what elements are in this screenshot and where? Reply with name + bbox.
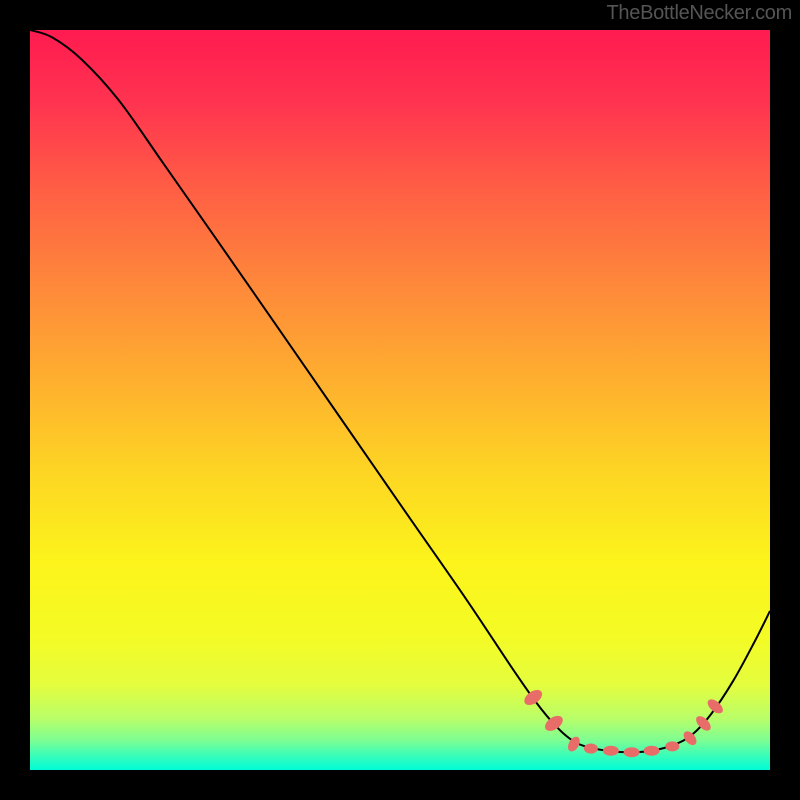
curve-marker bbox=[624, 747, 640, 757]
gradient-background bbox=[30, 30, 770, 770]
watermark-text: TheBottleNecker.com bbox=[607, 2, 793, 25]
chart-svg bbox=[30, 30, 770, 770]
curve-marker bbox=[603, 746, 619, 756]
curve-marker bbox=[665, 741, 679, 751]
curve-marker bbox=[644, 746, 660, 756]
curve-marker bbox=[584, 744, 598, 754]
chart-container: TheBottleNecker.com bbox=[0, 0, 800, 800]
plot-area bbox=[30, 30, 770, 770]
